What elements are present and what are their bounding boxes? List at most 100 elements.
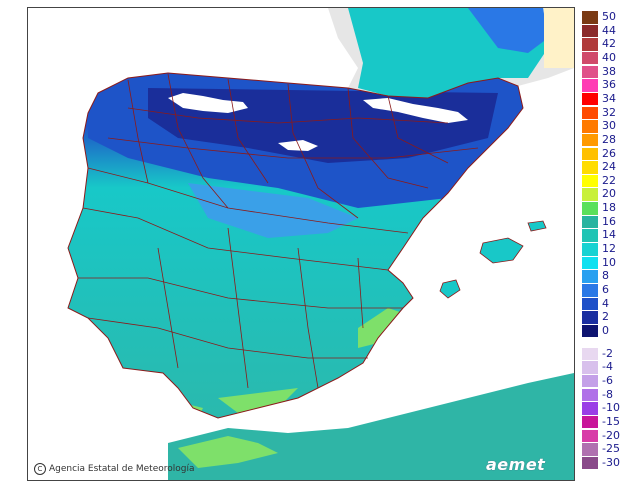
legend-swatch bbox=[582, 297, 598, 311]
legend-label: 24 bbox=[602, 160, 616, 174]
legend-label: 50 bbox=[602, 10, 616, 23]
legend-swatch bbox=[582, 374, 598, 388]
legend-label: 40 bbox=[602, 50, 616, 64]
legend-swatch bbox=[582, 243, 598, 256]
legend-label: 2 bbox=[602, 310, 609, 324]
legend-item-negative: -4 bbox=[582, 361, 630, 374]
legend-item-positive: 40 bbox=[582, 50, 630, 65]
legend-label: -8 bbox=[602, 387, 613, 401]
temperature-map bbox=[27, 7, 575, 481]
legend-item-negative: -10 bbox=[582, 402, 630, 415]
legend-label: 14 bbox=[602, 228, 616, 242]
legend-swatch bbox=[582, 284, 598, 297]
legend-label: 26 bbox=[602, 146, 616, 160]
legend-item-positive: 26 bbox=[582, 146, 630, 160]
legend-item-positive: 12 bbox=[582, 243, 630, 256]
legend-swatch bbox=[582, 361, 598, 374]
legend-item-positive: 18 bbox=[582, 202, 630, 215]
legend-item-positive: 8 bbox=[582, 270, 630, 283]
legend-label: -30 bbox=[602, 455, 620, 469]
legend-label: 44 bbox=[602, 23, 616, 37]
legend-label: 38 bbox=[602, 64, 616, 78]
legend-label: 18 bbox=[602, 201, 616, 215]
copyright-icon: C bbox=[34, 463, 46, 475]
legend-label: 32 bbox=[602, 105, 616, 119]
legend-swatch bbox=[582, 229, 598, 242]
legend-swatch bbox=[582, 24, 598, 38]
legend-swatch bbox=[582, 65, 598, 79]
legend-swatch bbox=[582, 388, 598, 402]
legend-item-negative: -20 bbox=[582, 428, 630, 442]
legend-swatch bbox=[582, 51, 598, 65]
legend-swatch bbox=[582, 256, 598, 270]
legend-swatch bbox=[582, 92, 598, 106]
legend-item-positive: 28 bbox=[582, 132, 630, 147]
legend-item-positive: 44 bbox=[582, 23, 630, 38]
legend-swatch bbox=[582, 347, 598, 361]
mallorca bbox=[479, 237, 524, 264]
snow-cantabrian bbox=[168, 93, 248, 113]
legend-item-negative: -2 bbox=[582, 346, 630, 361]
snow-pyrenees bbox=[363, 98, 468, 123]
legend-item-positive: 20 bbox=[582, 188, 630, 201]
legend-label: 42 bbox=[602, 37, 616, 51]
legend-item-negative: -6 bbox=[582, 373, 630, 388]
legend-label: 30 bbox=[602, 119, 616, 133]
legend-swatch bbox=[582, 415, 598, 429]
legend-swatch bbox=[582, 174, 598, 188]
legend-label: -20 bbox=[602, 428, 620, 442]
legend-swatch bbox=[582, 11, 598, 24]
legend-item-positive: 0 bbox=[582, 323, 630, 338]
ibiza bbox=[439, 279, 461, 299]
legend-swatch bbox=[582, 188, 598, 201]
credit-text: Agencia Estatal de Meteorología bbox=[49, 464, 195, 474]
legend-label: 6 bbox=[602, 283, 609, 296]
legend-label: 36 bbox=[602, 78, 616, 92]
legend-swatch bbox=[582, 38, 598, 51]
aemet-logo: aemet bbox=[486, 455, 546, 474]
legend-swatch bbox=[582, 429, 598, 442]
legend-label: 4 bbox=[602, 296, 609, 310]
legend-item-positive: 32 bbox=[582, 105, 630, 120]
legend-swatch bbox=[582, 120, 598, 133]
legend-item-positive: 30 bbox=[582, 120, 630, 133]
legend-swatch bbox=[582, 106, 598, 120]
legend-item-positive: 34 bbox=[582, 91, 630, 106]
legend-label: -25 bbox=[602, 442, 620, 456]
legend-label: -10 bbox=[602, 401, 620, 415]
legend-swatch bbox=[582, 147, 598, 160]
legend-label: 16 bbox=[602, 214, 616, 228]
legend-label: -2 bbox=[602, 346, 613, 360]
menorca bbox=[527, 220, 547, 232]
legend-label: 20 bbox=[602, 187, 616, 201]
legend-swatch bbox=[582, 270, 598, 283]
legend-label: 34 bbox=[602, 91, 616, 105]
legend-item-positive: 22 bbox=[582, 174, 630, 188]
legend-swatch bbox=[582, 324, 598, 338]
legend-swatch bbox=[582, 79, 598, 92]
legend-swatch bbox=[582, 402, 598, 415]
legend-item-positive: 36 bbox=[582, 79, 630, 92]
legend-item-positive: 2 bbox=[582, 311, 630, 324]
legend-item-positive: 38 bbox=[582, 64, 630, 79]
legend-item-positive: 4 bbox=[582, 296, 630, 311]
legend-swatch bbox=[582, 133, 598, 147]
legend-swatch bbox=[582, 456, 598, 470]
legend-label: -6 bbox=[602, 373, 613, 387]
legend-label: -4 bbox=[602, 360, 613, 374]
legend-item-positive: 50 bbox=[582, 10, 630, 24]
legend-item-positive: 10 bbox=[582, 255, 630, 270]
legend-label: 28 bbox=[602, 132, 616, 146]
legend-item-positive: 42 bbox=[582, 38, 630, 51]
legend-swatch bbox=[582, 161, 598, 174]
legend-item-positive: 14 bbox=[582, 229, 630, 242]
corner-strip bbox=[544, 8, 574, 68]
legend-label: 12 bbox=[602, 242, 616, 256]
legend-label: 10 bbox=[602, 255, 616, 269]
province-boundaries bbox=[67, 72, 524, 419]
legend-item-positive: 6 bbox=[582, 283, 630, 297]
legend-item-positive: 16 bbox=[582, 214, 630, 229]
legend-label: 0 bbox=[602, 323, 609, 337]
legend-item-negative: -15 bbox=[582, 415, 630, 429]
credit-line: C Agencia Estatal de Meteorología bbox=[34, 463, 195, 475]
